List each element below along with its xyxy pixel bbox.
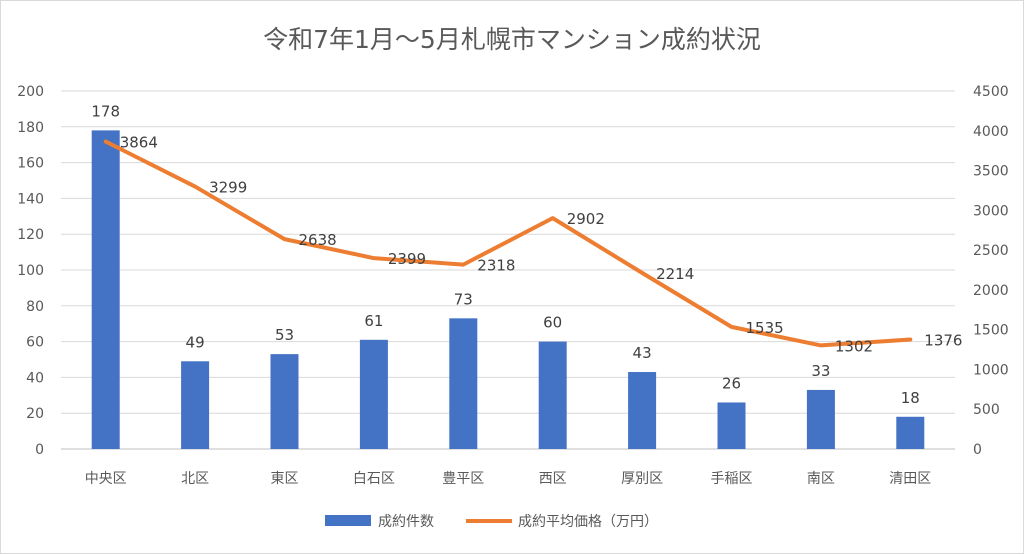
y-left-tick-label: 40: [26, 370, 44, 386]
category-label: 手稲区: [711, 471, 753, 487]
category-label: 西区: [539, 471, 567, 487]
category-label: 清田区: [889, 471, 931, 487]
bar-白石区: [359, 339, 388, 449]
bar-data-label: 60: [543, 314, 562, 332]
bar-data-label: 26: [722, 374, 741, 392]
bar-手稲区: [717, 402, 746, 449]
y-right-tick-label: 3000: [973, 203, 1009, 219]
bar-西区: [538, 341, 567, 449]
y-right-tick-label: 4000: [973, 124, 1009, 140]
line-data-label: 1535: [746, 319, 784, 337]
line-data-label: 2318: [477, 257, 515, 275]
legend-label-line: 成約平均価格（万円）: [518, 514, 658, 530]
y-left-tick-label: 20: [26, 406, 44, 422]
bar-data-label: 49: [186, 333, 205, 351]
legend-label-bar: 成約件数: [378, 514, 434, 530]
y-right-tick-label: 0: [973, 442, 982, 458]
legend: 成約件数 成約平均価格（万円）: [325, 514, 658, 530]
bar-data-label: 33: [811, 362, 830, 380]
line-data-label: 2399: [388, 250, 426, 268]
category-label: 南区: [807, 471, 835, 487]
line-data-label: 1302: [835, 337, 873, 355]
category-label: 厚別区: [621, 471, 663, 487]
bar-data-label: 53: [275, 326, 294, 344]
bar-data-label: 61: [364, 312, 383, 330]
bar-data-label: 73: [454, 290, 473, 308]
line-data-label: 2214: [656, 265, 694, 283]
y-right-tick-label: 2000: [973, 283, 1009, 299]
y-right-tick-label: 500: [973, 402, 1000, 418]
chart-title: 令和7年1月～5月札幌市マンション成約状況: [263, 25, 761, 54]
x-axis: 中央区 北区 東区 白石区 豊平区 西区 厚別区 手稲区 南区 清田区: [85, 471, 932, 487]
line-data-label: 3864: [120, 134, 158, 152]
legend-swatch-bar: [325, 515, 371, 526]
line-data-label: 1376: [924, 332, 962, 350]
line-avg-price: [103, 139, 913, 348]
bar-厚別区: [628, 372, 657, 449]
category-label: 北区: [181, 471, 209, 487]
category-label: 東区: [271, 471, 299, 487]
bar-series: [91, 130, 925, 449]
category-label: 白石区: [353, 471, 395, 487]
bar-data-label: 43: [633, 344, 652, 362]
line-data-label: 2902: [567, 210, 605, 228]
gridlines: [61, 90, 955, 450]
y-left-tick-label: 100: [17, 263, 44, 279]
bar-豊平区: [449, 318, 478, 449]
bar-data-label: 18: [901, 389, 920, 407]
line-data-label: 3299: [209, 179, 247, 197]
line-data-label: 2638: [299, 231, 337, 249]
bar-中央区: [91, 130, 120, 449]
line-series: [103, 139, 913, 348]
bar-data-labels: 178 49 53 61 73 60 43 26 33 18: [91, 102, 919, 406]
bar-data-label: 178: [91, 102, 120, 120]
line-data-labels: 3864 3299 2638 2399 2318 2902 2214 1535 1302 1376: [120, 134, 963, 356]
y-right-tick-label: 1500: [973, 323, 1009, 339]
y-right-tick-label: 3500: [973, 164, 1009, 180]
y-left-tick-label: 180: [17, 120, 44, 136]
y-left-tick-label: 80: [26, 299, 44, 315]
y-left-tick-label: 120: [17, 227, 44, 243]
bar-南区: [806, 389, 835, 449]
y-axis-right: 0 500 1000 1500 2000 2500 3000 3500 4000 4500: [973, 84, 1009, 458]
bar-北区: [181, 361, 210, 449]
y-left-tick-label: 160: [17, 156, 44, 172]
y-left-tick-label: 200: [17, 84, 44, 100]
category-label: 豊平区: [442, 471, 484, 487]
y-axis-left: 0 20 40 60 80 100 120 140 160 180 200: [17, 84, 44, 458]
bar-東区: [270, 354, 299, 449]
bar-清田区: [896, 416, 925, 449]
category-label: 中央区: [85, 471, 127, 487]
y-left-tick-label: 60: [26, 335, 44, 351]
y-right-tick-label: 2500: [973, 243, 1009, 259]
y-right-tick-label: 1000: [973, 362, 1009, 378]
y-left-tick-label: 0: [35, 442, 44, 458]
y-left-tick-label: 140: [17, 191, 44, 207]
y-right-tick-label: 4500: [973, 84, 1009, 100]
